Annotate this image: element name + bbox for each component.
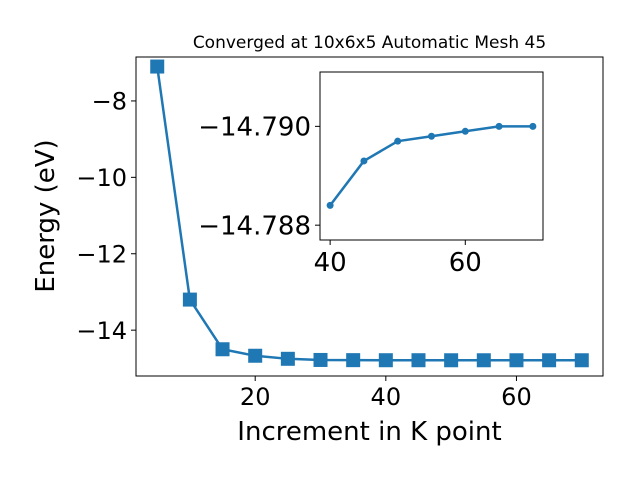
inset-data-point [461, 127, 469, 135]
main-y-tick-label: −12 [76, 240, 127, 268]
x-axis-label: Increment in K point [237, 417, 501, 447]
inset-series [326, 122, 537, 209]
main-data-point [313, 352, 328, 367]
main-data-point [542, 353, 557, 368]
main-series [150, 59, 589, 368]
inset-data-point [326, 201, 334, 209]
main-data-point [378, 353, 393, 368]
chart-title: Converged at 10x6x5 Automatic Mesh 45 [193, 33, 546, 53]
main-y-tick-label: −14 [76, 317, 127, 345]
main-data-point [150, 59, 165, 74]
inset-data-point [495, 122, 503, 130]
main-x-tick-label: 60 [501, 383, 532, 411]
main-data-point [182, 292, 197, 307]
inset-plot-frame [319, 71, 544, 241]
y-axis-label: Energy (eV) [31, 139, 61, 292]
main-data-point [346, 353, 361, 368]
inset-y-tick-label: −14.790 [198, 113, 311, 143]
main-data-point [248, 348, 263, 363]
inset-data-point [360, 157, 368, 165]
main-y-ticks: −8 −10 −12 −14 [76, 88, 136, 345]
inset-axes: 40 60 −14.790 −14.788 [198, 71, 544, 278]
inset-data-point [428, 132, 435, 140]
main-data-point [476, 353, 491, 368]
main-y-tick-label: −10 [76, 164, 127, 192]
main-x-tick-label: 20 [240, 383, 271, 411]
main-data-point [215, 342, 230, 357]
inset-y-ticks: −14.790 −14.788 [198, 113, 320, 242]
main-x-ticks: 20 40 60 [240, 376, 532, 411]
main-data-point [509, 353, 524, 368]
main-data-point [280, 351, 295, 366]
inset-data-point [529, 122, 537, 130]
main-y-tick-label: −8 [92, 88, 127, 116]
inset-x-tick-label: 40 [314, 248, 347, 278]
inset-y-tick-label: −14.788 [198, 212, 311, 242]
inset-x-tick-label: 60 [449, 248, 482, 278]
main-data-point [444, 353, 459, 368]
main-data-point [411, 353, 426, 368]
inset-x-ticks: 40 60 [314, 240, 482, 278]
main-data-point [574, 353, 589, 368]
main-x-tick-label: 40 [371, 383, 402, 411]
inset-data-point [394, 137, 402, 145]
